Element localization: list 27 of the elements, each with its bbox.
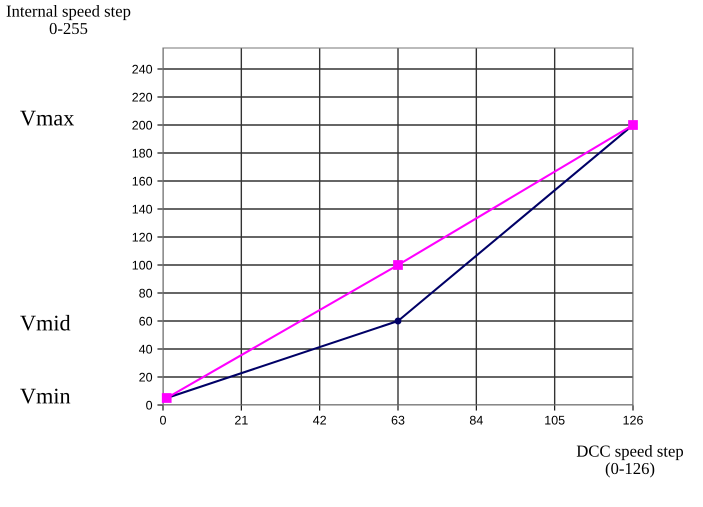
- y-tick-label: 120: [132, 232, 152, 242]
- y-tick-label: 180: [132, 148, 152, 158]
- y-tick-label: 80: [139, 288, 152, 298]
- x-tick-label: 126: [624, 416, 643, 425]
- y-tick-label: 0: [146, 400, 152, 410]
- x-axis-title: DCC speed step (0-126): [576, 445, 684, 478]
- y-tick-label: 40: [138, 344, 152, 354]
- x-tick-label: 84: [470, 416, 483, 425]
- y-axis-title: Internal speed step 0-255: [6, 5, 130, 34]
- y-tick-label: 20: [139, 372, 152, 382]
- y-tick-label: 60: [139, 316, 152, 326]
- y-tick-label: 200: [132, 120, 152, 130]
- y-tick-label: 100: [132, 260, 152, 270]
- x-tick-label: 63: [392, 416, 404, 425]
- point: [393, 260, 403, 270]
- text: Vmin: [20, 388, 70, 404]
- y-tick-label: 160: [132, 176, 152, 186]
- point: [394, 318, 402, 324]
- x-tick-label: 42: [313, 416, 326, 424]
- y-tick-label: 220: [132, 92, 152, 102]
- y-tick-label: 140: [132, 204, 152, 214]
- x-tick-label: 105: [545, 416, 565, 425]
- text: Vmax: [20, 110, 74, 126]
- y-tick-label: 240: [132, 64, 152, 74]
- text: Vmid: [20, 314, 70, 331]
- x-tick-label: 0: [160, 416, 166, 425]
- x-tick-label: 21: [235, 416, 248, 424]
